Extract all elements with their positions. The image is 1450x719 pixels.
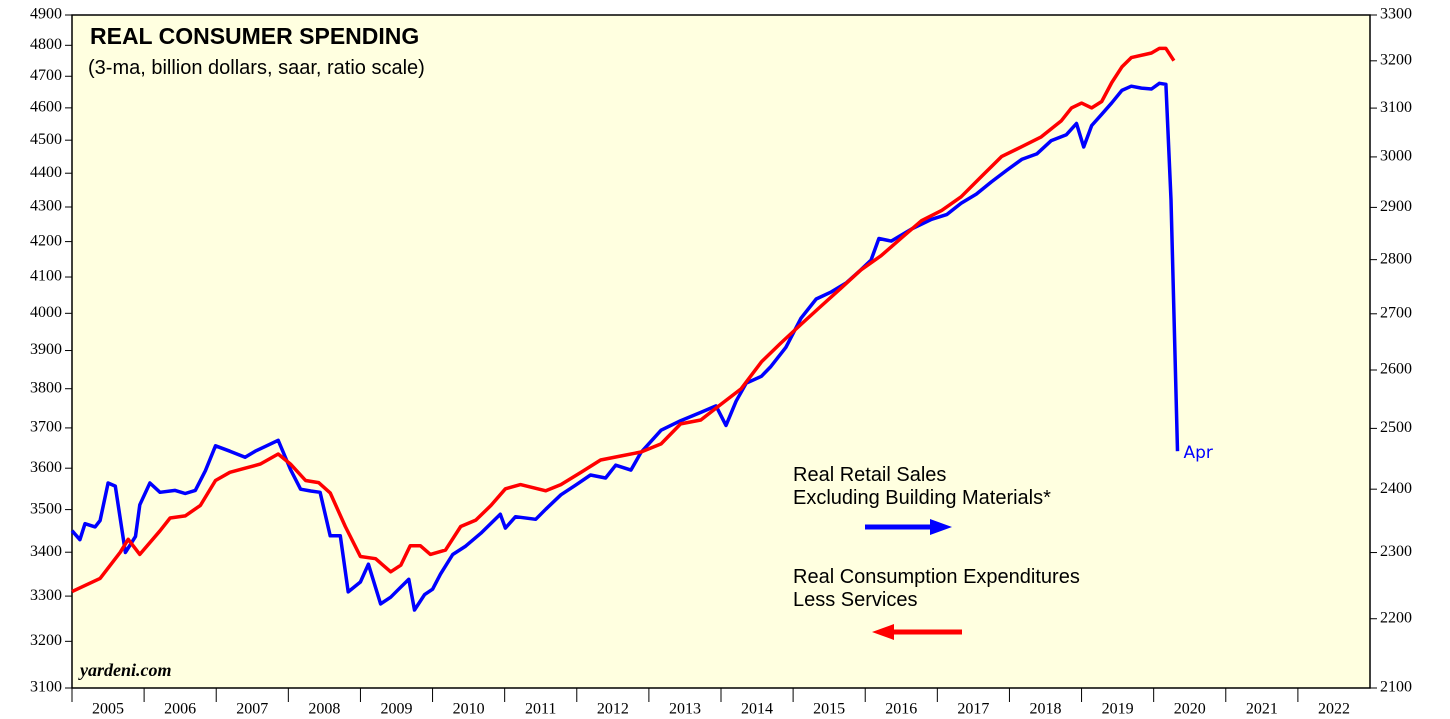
x-tick-label: 2015	[813, 701, 845, 718]
y2-tick-label: 3000	[1380, 148, 1412, 165]
x-tick-label: 2020	[1174, 701, 1206, 718]
x-tick-label: 2005	[92, 701, 124, 718]
y-tick-label: 3400	[30, 543, 62, 560]
y-tick-label: 3700	[30, 419, 62, 436]
y-tick-label: 4700	[30, 67, 62, 84]
end-label: Apr	[1183, 443, 1212, 463]
x-tick-label: 2006	[164, 701, 196, 718]
y-tick-label: 4800	[30, 36, 62, 53]
x-tick-label: 2012	[597, 701, 629, 718]
y-tick-label: 4300	[30, 198, 62, 215]
y-tick-label: 4500	[30, 131, 62, 148]
x-tick-label: 2019	[1102, 701, 1134, 718]
y-tick-label: 4000	[30, 304, 62, 321]
source: yardeni.com	[78, 660, 172, 680]
legend-arrowhead	[930, 519, 952, 535]
legend-label: Real Consumption Expenditures Less Servi…	[793, 566, 1080, 611]
y2-tick-label: 2400	[1380, 480, 1412, 497]
legend-arrowhead	[872, 624, 894, 640]
y2-tick-label: 3300	[1380, 6, 1412, 23]
y2-tick-label: 2100	[1380, 679, 1412, 696]
x-tick-label: 2007	[236, 701, 268, 718]
y-tick-label: 4200	[30, 232, 62, 249]
x-tick-label: 2014	[741, 701, 773, 718]
y2-tick-label: 3200	[1380, 51, 1412, 68]
chart-subtitle: (3-ma, billion dollars, saar, ratio scal…	[88, 57, 425, 79]
x-tick-label: 2013	[669, 701, 701, 718]
y2-tick-label: 2900	[1380, 198, 1412, 215]
legend-label: Real Retail Sales Excluding Building Mat…	[793, 464, 1051, 509]
x-tick-label: 2021	[1246, 701, 1278, 718]
y2-tick-label: 2500	[1380, 419, 1412, 436]
y2-tick-label: 2600	[1380, 361, 1412, 378]
y-tick-label: 3600	[30, 459, 62, 476]
y2-tick-label: 2700	[1380, 304, 1412, 321]
y-tick-label: 3500	[30, 500, 62, 517]
x-tick-label: 2018	[1030, 701, 1062, 718]
series-line	[71, 46, 1176, 594]
y-tick-label: 4900	[30, 6, 62, 23]
x-tick-label: 2009	[381, 701, 413, 718]
x-tick-label: 2016	[885, 701, 917, 718]
y-tick-label: 3800	[30, 379, 62, 396]
y-tick-label: 3200	[30, 632, 62, 649]
y-tick-label: 3100	[30, 679, 62, 696]
chart-title: REAL CONSUMER SPENDING	[90, 23, 419, 49]
x-tick-label: 2011	[525, 701, 556, 718]
x-tick-label: 2008	[308, 701, 340, 718]
y-tick-label: 4600	[30, 99, 62, 116]
y2-tick-label: 2200	[1380, 609, 1412, 626]
x-tick-label: 2017	[957, 701, 989, 718]
x-tick-label: 2022	[1318, 701, 1350, 718]
y2-tick-label: 2300	[1380, 543, 1412, 560]
plot-area	[71, 14, 1371, 689]
y-tick-label: 4400	[30, 164, 62, 181]
x-tick-label: 2010	[453, 701, 485, 718]
y-tick-label: 4100	[30, 268, 62, 285]
y2-tick-label: 2800	[1380, 250, 1412, 267]
series-line	[70, 81, 1180, 612]
y-tick-label: 3900	[30, 341, 62, 358]
y2-tick-label: 3100	[1380, 99, 1412, 116]
y-tick-label: 3300	[30, 587, 62, 604]
